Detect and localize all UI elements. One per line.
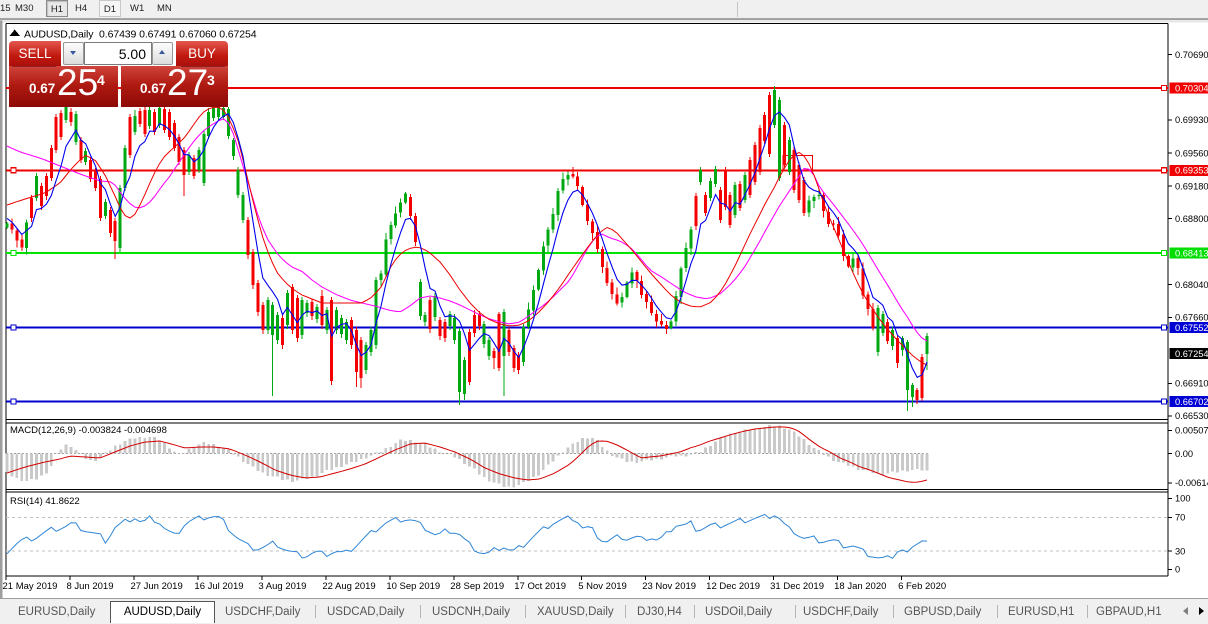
svg-text:0.69353: 0.69353 — [1175, 166, 1208, 176]
svg-text:23 Nov 2019: 23 Nov 2019 — [642, 581, 696, 592]
svg-text:8 Jun 2019: 8 Jun 2019 — [66, 581, 113, 592]
svg-text:6 Feb 2020: 6 Feb 2020 — [898, 581, 946, 592]
svg-text:0.70690: 0.70690 — [1175, 50, 1208, 60]
svg-text:0.70304: 0.70304 — [1175, 83, 1208, 93]
svg-text:22 Aug 2019: 22 Aug 2019 — [322, 581, 375, 592]
svg-text:0.68413: 0.68413 — [1175, 248, 1208, 258]
svg-text:16 Jul 2019: 16 Jul 2019 — [194, 581, 243, 592]
svg-text:0.00: 0.00 — [1175, 449, 1193, 459]
svg-text:0.67660: 0.67660 — [1175, 313, 1208, 323]
svg-text:0.005076: 0.005076 — [1175, 426, 1208, 436]
svg-text:0.67552: 0.67552 — [1175, 323, 1208, 333]
svg-text:AUDUSD,Daily 0.67439 0.67491: AUDUSD,Daily 0.67439 0.67491 0.67060 0.6… — [24, 29, 257, 41]
svg-text:0.69180: 0.69180 — [1175, 181, 1208, 191]
svg-text:70: 70 — [1175, 513, 1185, 523]
svg-text:0.66702: 0.66702 — [1175, 397, 1208, 407]
svg-text:30: 30 — [1175, 546, 1185, 556]
svg-text:-0.00614: -0.00614 — [1175, 478, 1208, 488]
svg-text:0.68040: 0.68040 — [1175, 280, 1208, 290]
svg-text:MACD(12,26,9) -0.003824 -0.004: MACD(12,26,9) -0.003824 -0.004698 — [10, 425, 167, 436]
svg-text:0.67254: 0.67254 — [1175, 349, 1208, 359]
svg-text:10 Sep 2019: 10 Sep 2019 — [386, 581, 440, 592]
svg-text:0.66910: 0.66910 — [1175, 379, 1208, 389]
svg-text:0.69930: 0.69930 — [1175, 115, 1208, 125]
svg-text:28 Sep 2019: 28 Sep 2019 — [450, 581, 504, 592]
svg-text:0.68800: 0.68800 — [1175, 214, 1208, 224]
svg-text:100: 100 — [1175, 494, 1191, 504]
svg-text:0.69560: 0.69560 — [1175, 148, 1208, 158]
svg-text:0.66530: 0.66530 — [1175, 411, 1208, 421]
svg-text:RSI(14) 41.8622: RSI(14) 41.8622 — [10, 496, 80, 507]
svg-text:5 Nov 2019: 5 Nov 2019 — [578, 581, 627, 592]
svg-text:21 May 2019: 21 May 2019 — [3, 581, 58, 592]
svg-text:3 Aug 2019: 3 Aug 2019 — [258, 581, 306, 592]
svg-text:18 Jan 2020: 18 Jan 2020 — [834, 581, 886, 592]
svg-text:0: 0 — [1175, 565, 1180, 575]
svg-text:31 Dec 2019: 31 Dec 2019 — [770, 581, 824, 592]
svg-text:17 Oct 2019: 17 Oct 2019 — [514, 581, 566, 592]
svg-text:27 Jun 2019: 27 Jun 2019 — [130, 581, 182, 592]
svg-text:12 Dec 2019: 12 Dec 2019 — [706, 581, 760, 592]
